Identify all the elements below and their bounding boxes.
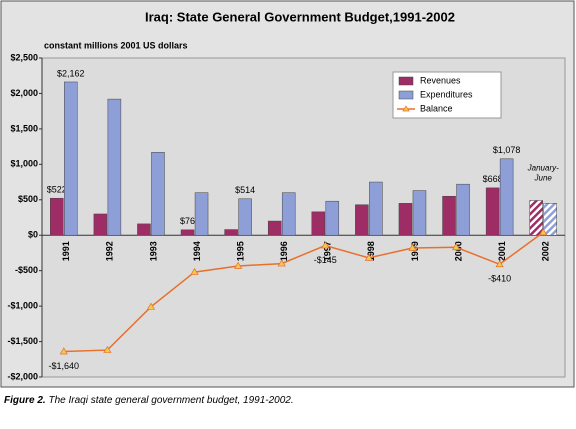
- y-tick-label: -$1,000: [7, 300, 38, 310]
- y-tick-label: -$2,000: [7, 371, 38, 381]
- y-tick-label: $2,500: [10, 52, 38, 62]
- legend-label: Expenditures: [420, 89, 473, 99]
- marker: [539, 228, 548, 236]
- marker: [190, 267, 199, 275]
- value-label: -$1,640: [49, 361, 80, 371]
- y-tick-label: -$500: [15, 265, 38, 275]
- x-tick-label: 1999: [410, 241, 420, 261]
- caption-label: Figure 2.: [4, 395, 46, 406]
- marker: [146, 302, 156, 310]
- marker: [321, 241, 330, 249]
- annotation: January-June: [527, 164, 559, 183]
- y-tick-label: $2,000: [10, 88, 38, 98]
- bar: [325, 200, 340, 236]
- legend-marker: [402, 105, 410, 112]
- bar: [64, 81, 78, 236]
- x-tick-label: 1991: [61, 241, 71, 261]
- bar: [281, 192, 296, 236]
- value-label: $514: [235, 185, 255, 195]
- value-label: $1,078: [493, 145, 521, 155]
- bar: [137, 223, 151, 236]
- bar: [50, 197, 64, 236]
- bar: [398, 203, 413, 236]
- bar: [412, 190, 427, 236]
- bar: [93, 213, 108, 236]
- bar: [499, 158, 514, 236]
- x-tick-label: 1997: [323, 241, 333, 261]
- bar: [456, 183, 470, 236]
- x-tick-label: 1993: [148, 241, 158, 261]
- value-label: $668: [483, 174, 503, 184]
- y-tick-label: $1,000: [10, 159, 38, 169]
- x-tick-label: 2002: [541, 241, 551, 261]
- bar: [107, 98, 122, 236]
- marker: [103, 345, 112, 353]
- chart-title: Iraq: State General Government Budget,19…: [145, 9, 455, 24]
- bar: [485, 187, 500, 236]
- bar: [238, 198, 252, 236]
- legend-swatch: [398, 76, 414, 86]
- legend-label: Revenues: [420, 75, 461, 85]
- caption: Figure 2. The Iraqi state general govern…: [4, 395, 304, 407]
- bar: [529, 200, 543, 236]
- marker: [364, 253, 373, 261]
- x-tick-label: 2001: [497, 241, 507, 261]
- line: [63, 231, 544, 353]
- bar: [267, 220, 282, 236]
- value-label: -$410: [488, 274, 511, 284]
- caption-text: The Iraqi state general government budge…: [45, 395, 294, 406]
- y-tick-label: $500: [18, 194, 38, 204]
- x-tick-label: 1992: [105, 241, 115, 261]
- marker: [277, 259, 286, 267]
- value-label: $76: [180, 216, 195, 226]
- marker: [234, 261, 243, 269]
- x-tick-label: 2000: [453, 241, 463, 261]
- marker: [495, 260, 504, 268]
- value-label: -$145: [314, 255, 337, 265]
- chart-subtitle: constant millions 2001 US dollars: [44, 40, 188, 50]
- y-tick-label: $0: [28, 230, 38, 240]
- y-tick-label: -$1,500: [7, 336, 38, 346]
- x-tick-label: 1995: [236, 241, 246, 261]
- bar: [355, 204, 369, 236]
- chart: Iraq: State General Government Budget,19…: [0, 0, 575, 388]
- value-label: $2,162: [57, 68, 85, 78]
- bar: [543, 203, 557, 236]
- value-label: $522: [47, 185, 67, 195]
- legend-label: Balance: [420, 103, 453, 113]
- x-tick-label: 1994: [192, 241, 202, 261]
- x-tick-label: 1996: [279, 241, 289, 261]
- legend-swatch: [398, 90, 414, 100]
- marker: [59, 347, 68, 355]
- bar: [442, 195, 456, 236]
- bar: [180, 229, 195, 236]
- bar: [224, 229, 238, 236]
- marker: [408, 243, 417, 251]
- marker: [451, 243, 461, 251]
- bar: [151, 152, 165, 236]
- y-tick-label: $1,500: [10, 123, 38, 133]
- bar: [311, 211, 326, 236]
- bar: [369, 181, 383, 236]
- x-tick-label: 1998: [366, 241, 376, 261]
- bar: [194, 192, 209, 236]
